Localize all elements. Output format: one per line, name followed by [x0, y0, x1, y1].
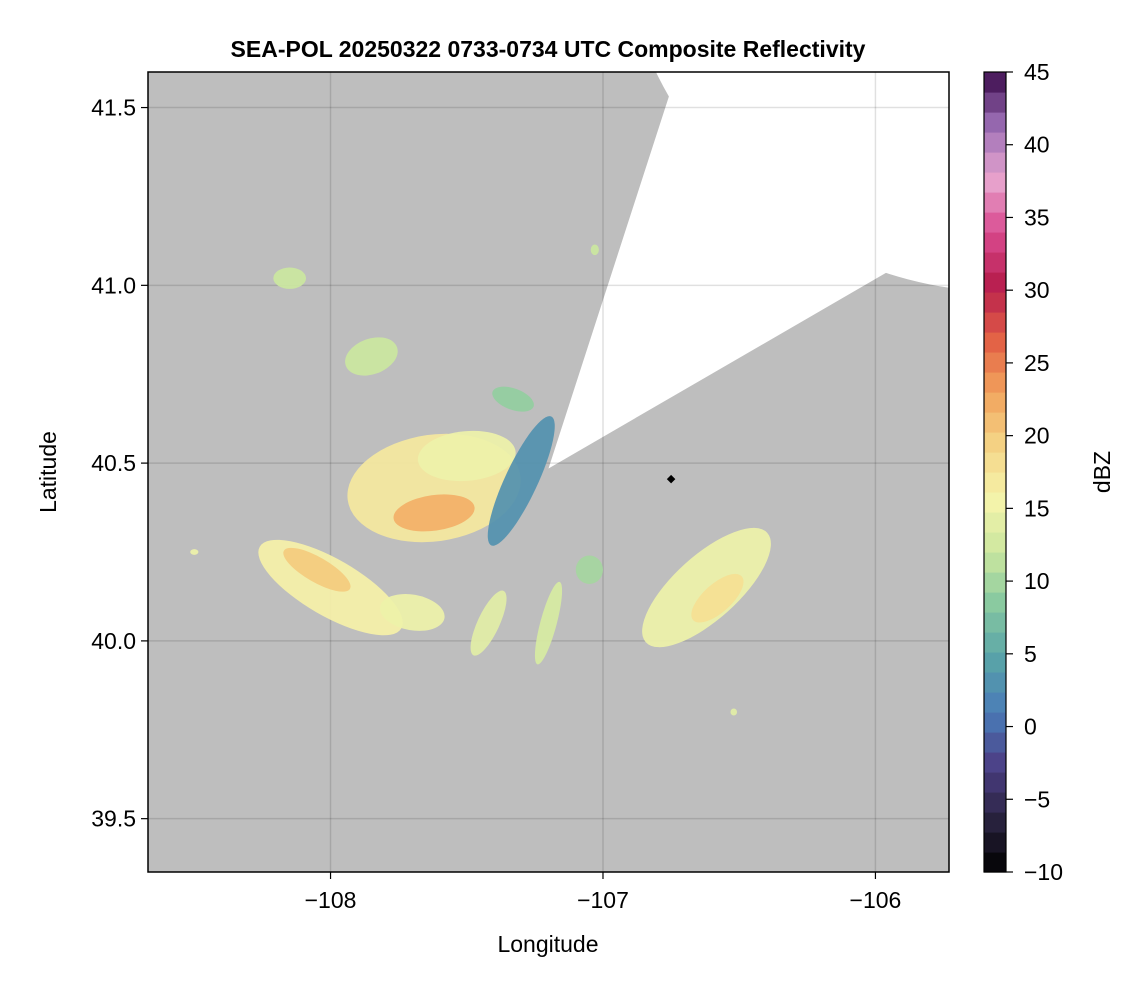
radar-coverage-disk	[548, 72, 949, 469]
colorbar-step-36	[984, 132, 1006, 153]
colorbar-frame	[983, 71, 1007, 873]
echo-southwest-cell	[379, 594, 445, 631]
colorbar: −10 −5 0 5 10 15 20 25 30 35 40 45 dBZ	[983, 59, 1115, 885]
y-tick-label-2: 40.5	[91, 450, 136, 476]
echo-layer	[190, 244, 771, 716]
colorbar-tick-label-3: 5	[1024, 641, 1037, 667]
colorbar-step-13	[984, 592, 1006, 613]
colorbar-tick-label-0: −10	[1024, 859, 1063, 885]
colorbar-step-23	[984, 392, 1006, 413]
colorbar-step-3	[984, 792, 1006, 813]
colorbar-step-38	[984, 92, 1006, 113]
colorbar-tick-label-7: 25	[1024, 350, 1050, 376]
echo-main-core	[393, 494, 475, 532]
colorbar-step-4	[984, 772, 1006, 793]
y-tick-label-4: 41.5	[91, 95, 136, 121]
colorbar-ticks: −10 −5 0 5 10 15 20 25 30 35 40 45	[1006, 59, 1063, 885]
colorbar-step-12	[984, 612, 1006, 633]
colorbar-label: dBZ	[1089, 451, 1115, 493]
echo-small-north-pixel	[590, 244, 599, 256]
colorbar-step-17	[984, 512, 1006, 533]
x-tick-label-1: −107	[577, 887, 629, 913]
colorbar-step-7	[984, 712, 1006, 733]
x-tick-label-0: −108	[305, 887, 357, 913]
echo-east-band	[642, 527, 771, 648]
echo-main-cluster-upper	[417, 430, 516, 482]
colorbar-tick-label-9: 35	[1024, 204, 1050, 230]
colorbar-step-8	[984, 692, 1006, 713]
colorbar-tick-label-10: 40	[1024, 132, 1050, 158]
colorbar-tick-label-6: 20	[1024, 423, 1050, 449]
colorbar-step-27	[984, 312, 1006, 333]
y-axis-label: Latitude	[35, 431, 61, 513]
colorbar-step-21	[984, 432, 1006, 453]
echo-east-band-core	[691, 573, 744, 623]
echo-north-small-cell	[273, 267, 307, 289]
colorbar-steps	[984, 72, 1006, 873]
colorbar-tick-label-8: 30	[1024, 277, 1050, 303]
colorbar-step-32	[984, 212, 1006, 233]
y-tick-label-3: 41.0	[91, 272, 136, 298]
echo-north-cell	[345, 337, 398, 376]
echo-southern-streak-1	[470, 590, 507, 656]
colorbar-step-26	[984, 332, 1006, 353]
x-axis-label: Longitude	[497, 931, 598, 957]
colorbar-step-15	[984, 552, 1006, 573]
colorbar-step-9	[984, 672, 1006, 693]
colorbar-step-34	[984, 172, 1006, 193]
colorbar-tick-label-5: 15	[1024, 495, 1050, 521]
echo-southern-streak-2	[534, 581, 563, 665]
colorbar-step-39	[984, 72, 1006, 93]
x-axis-ticks: −108 −107 −106	[305, 872, 902, 913]
chart-title: SEA-POL 20250322 0733-0734 UTC Composite…	[231, 36, 866, 62]
echo-west-band-core	[283, 547, 351, 592]
colorbar-tick-label-2: 0	[1024, 714, 1037, 740]
colorbar-step-10	[984, 652, 1006, 673]
plot-area	[148, 72, 949, 872]
colorbar-step-35	[984, 152, 1006, 173]
y-tick-label-1: 40.0	[91, 628, 136, 654]
colorbar-step-18	[984, 492, 1006, 513]
echo-north-east-cell	[492, 386, 534, 412]
colorbar-step-5	[984, 752, 1006, 773]
colorbar-step-24	[984, 372, 1006, 393]
echo-small-west-pixel	[190, 549, 199, 555]
colorbar-tick-label-1: −5	[1024, 786, 1050, 812]
colorbar-step-14	[984, 572, 1006, 593]
colorbar-tick-label-4: 10	[1024, 568, 1050, 594]
echo-southern-streak-3	[575, 555, 603, 584]
plot-frame	[147, 71, 950, 873]
echo-small-south-pixel	[730, 708, 738, 716]
echo-edge-band	[487, 416, 555, 546]
colorbar-step-1	[984, 832, 1006, 853]
colorbar-step-29	[984, 272, 1006, 293]
colorbar-step-37	[984, 112, 1006, 133]
colorbar-tick-label-11: 45	[1024, 59, 1050, 85]
site-marker	[666, 474, 676, 484]
colorbar-step-19	[984, 472, 1006, 493]
colorbar-step-2	[984, 812, 1006, 833]
colorbar-step-11	[984, 632, 1006, 653]
colorbar-step-28	[984, 292, 1006, 313]
y-tick-label-0: 39.5	[91, 806, 136, 832]
colorbar-step-6	[984, 732, 1006, 753]
colorbar-step-0	[984, 852, 1006, 873]
colorbar-step-31	[984, 232, 1006, 253]
colorbar-step-22	[984, 412, 1006, 433]
colorbar-step-16	[984, 532, 1006, 553]
colorbar-step-25	[984, 352, 1006, 373]
x-tick-label-2: −106	[850, 887, 902, 913]
y-axis-ticks: 39.5 40.0 40.5 41.0 41.5	[91, 95, 148, 832]
colorbar-step-30	[984, 252, 1006, 273]
colorbar-step-33	[984, 192, 1006, 213]
colorbar-step-20	[984, 452, 1006, 473]
